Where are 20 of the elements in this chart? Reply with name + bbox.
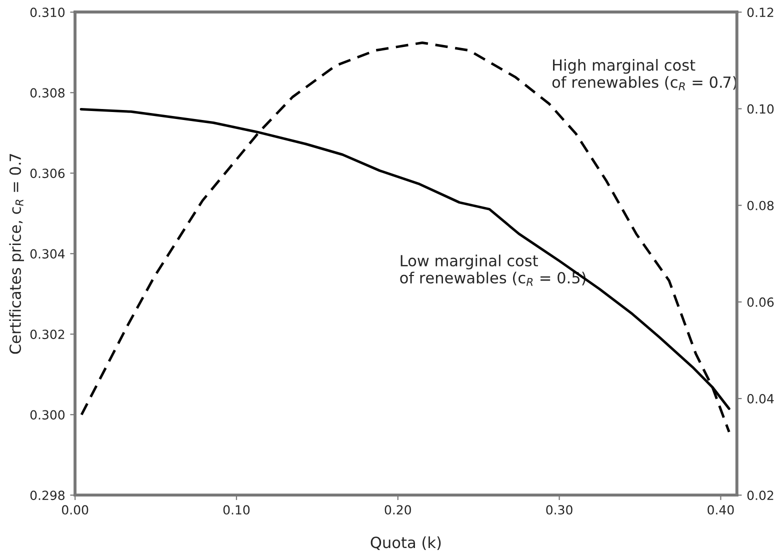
- x-tick-label: 0.30: [546, 505, 572, 515]
- y-tick-label: 0.306: [30, 168, 65, 178]
- y2-tick-label: 0.04: [747, 394, 774, 404]
- y2-tick-label: 0.10: [747, 104, 774, 114]
- y-tick-label: 0.300: [30, 410, 65, 420]
- x-tick-label: 0.10: [223, 505, 250, 515]
- y-tick-label: 0.310: [30, 8, 65, 18]
- y-tick-label: 0.298: [30, 490, 64, 500]
- y-tick-label: 0.302: [30, 330, 64, 340]
- y2-tick-label: 0.08: [747, 200, 774, 210]
- x-axis-title: Quota (k): [370, 536, 441, 550]
- x-tick-label: 0.00: [62, 505, 88, 515]
- y2-tick-label: 0.12: [747, 8, 774, 18]
- x-tick-label: 0.20: [384, 505, 411, 515]
- y-tick-label: 0.308: [30, 88, 64, 98]
- y-tick-label: 0.304: [30, 249, 65, 259]
- x-tick-label: 0.40: [708, 505, 734, 515]
- y2-tick-label: 0.06: [747, 297, 774, 307]
- y-axis-title: Certificates price, c$_{R}$ = 0.7: [9, 154, 24, 354]
- y2-tick-label: 0.02: [747, 490, 774, 500]
